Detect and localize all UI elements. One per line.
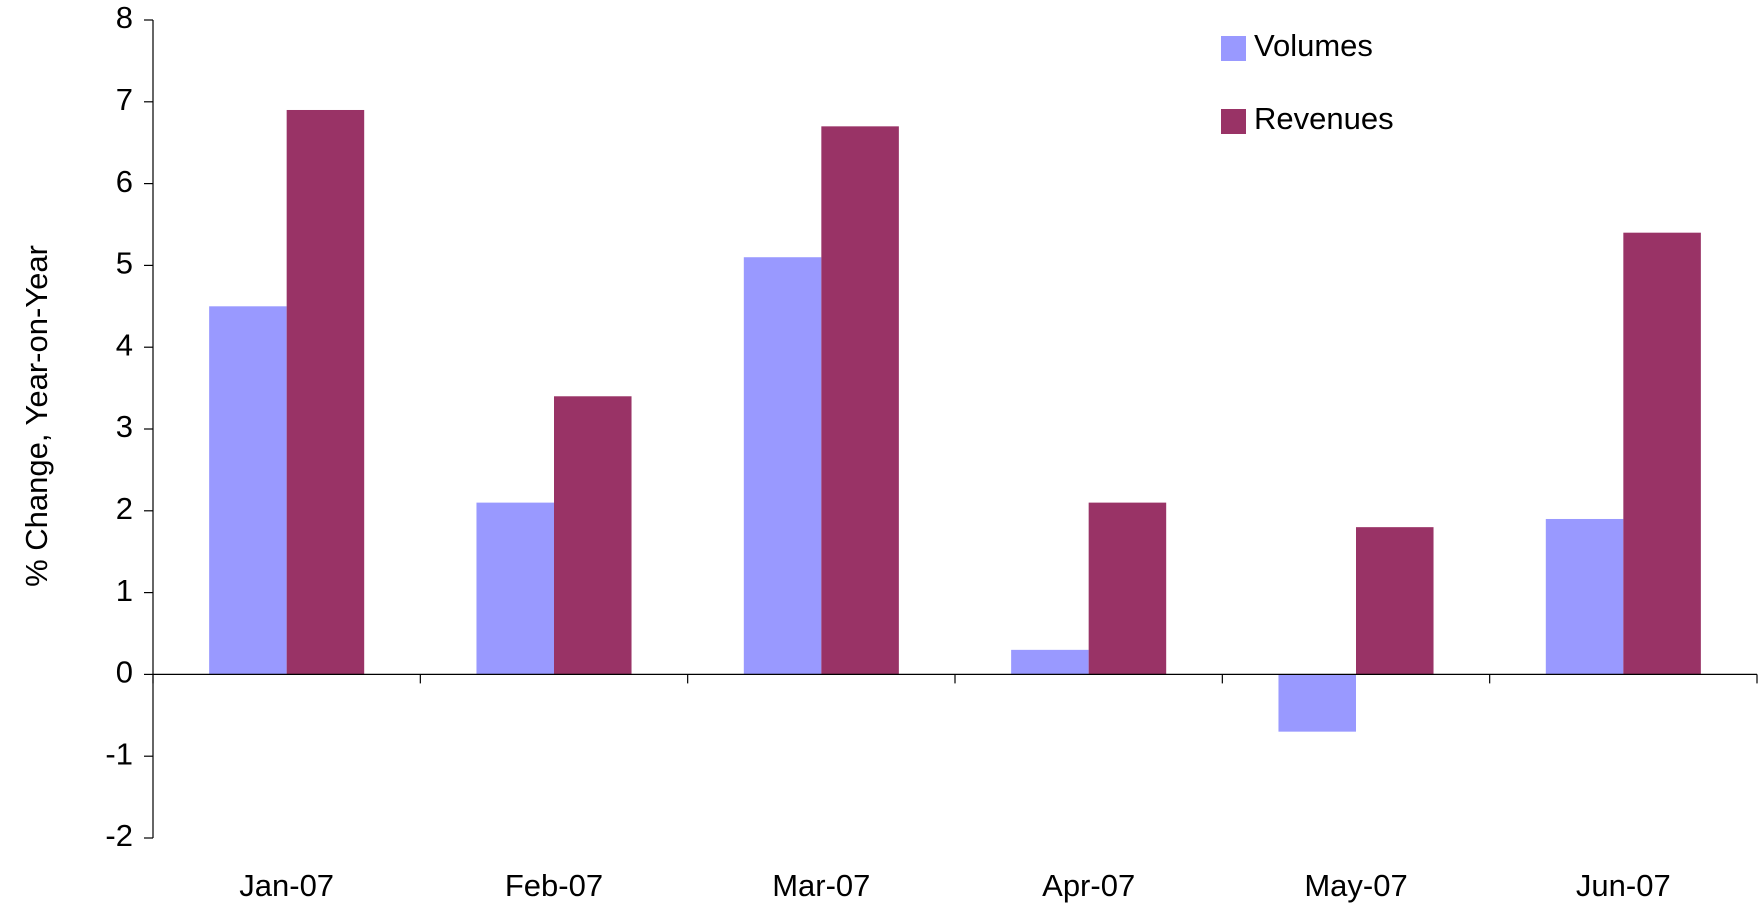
bar (821, 126, 899, 675)
y-tick-label: -2 (105, 818, 133, 853)
x-tick-label: Apr-07 (1042, 868, 1135, 903)
y-tick-label: 8 (116, 0, 133, 35)
y-tick-label: 7 (116, 82, 133, 117)
y-tick-label: 1 (116, 573, 133, 608)
bar (1278, 674, 1356, 732)
legend-swatch (1221, 36, 1246, 61)
y-tick-label: 0 (116, 655, 133, 690)
y-tick-label: -1 (105, 736, 133, 771)
y-tick-label: 5 (116, 246, 133, 281)
y-tick-label: 2 (116, 491, 133, 526)
bar (1011, 649, 1089, 675)
bar (1088, 502, 1167, 675)
legend-swatch (1221, 109, 1246, 134)
x-tick-label: Jun-07 (1576, 868, 1671, 903)
y-axis-label: % Change, Year-on-Year (19, 245, 54, 587)
bar (743, 257, 822, 675)
y-tick-label: 3 (116, 409, 133, 444)
bar (1356, 527, 1434, 675)
y-tick-label: 4 (116, 327, 133, 362)
x-tick-label: Jan-07 (239, 868, 334, 903)
x-tick-label: Feb-07 (505, 868, 603, 903)
x-tick-label: May-07 (1304, 868, 1407, 903)
bar (286, 109, 365, 675)
bar (209, 306, 287, 675)
legend-label: Revenues (1254, 101, 1394, 136)
x-tick-label: Mar-07 (772, 868, 870, 903)
bar (476, 502, 554, 675)
legend-label: Volumes (1254, 28, 1373, 63)
bar (1545, 518, 1624, 675)
y-tick-label: 6 (116, 164, 133, 199)
bar (554, 396, 632, 675)
bar (1623, 232, 1701, 675)
